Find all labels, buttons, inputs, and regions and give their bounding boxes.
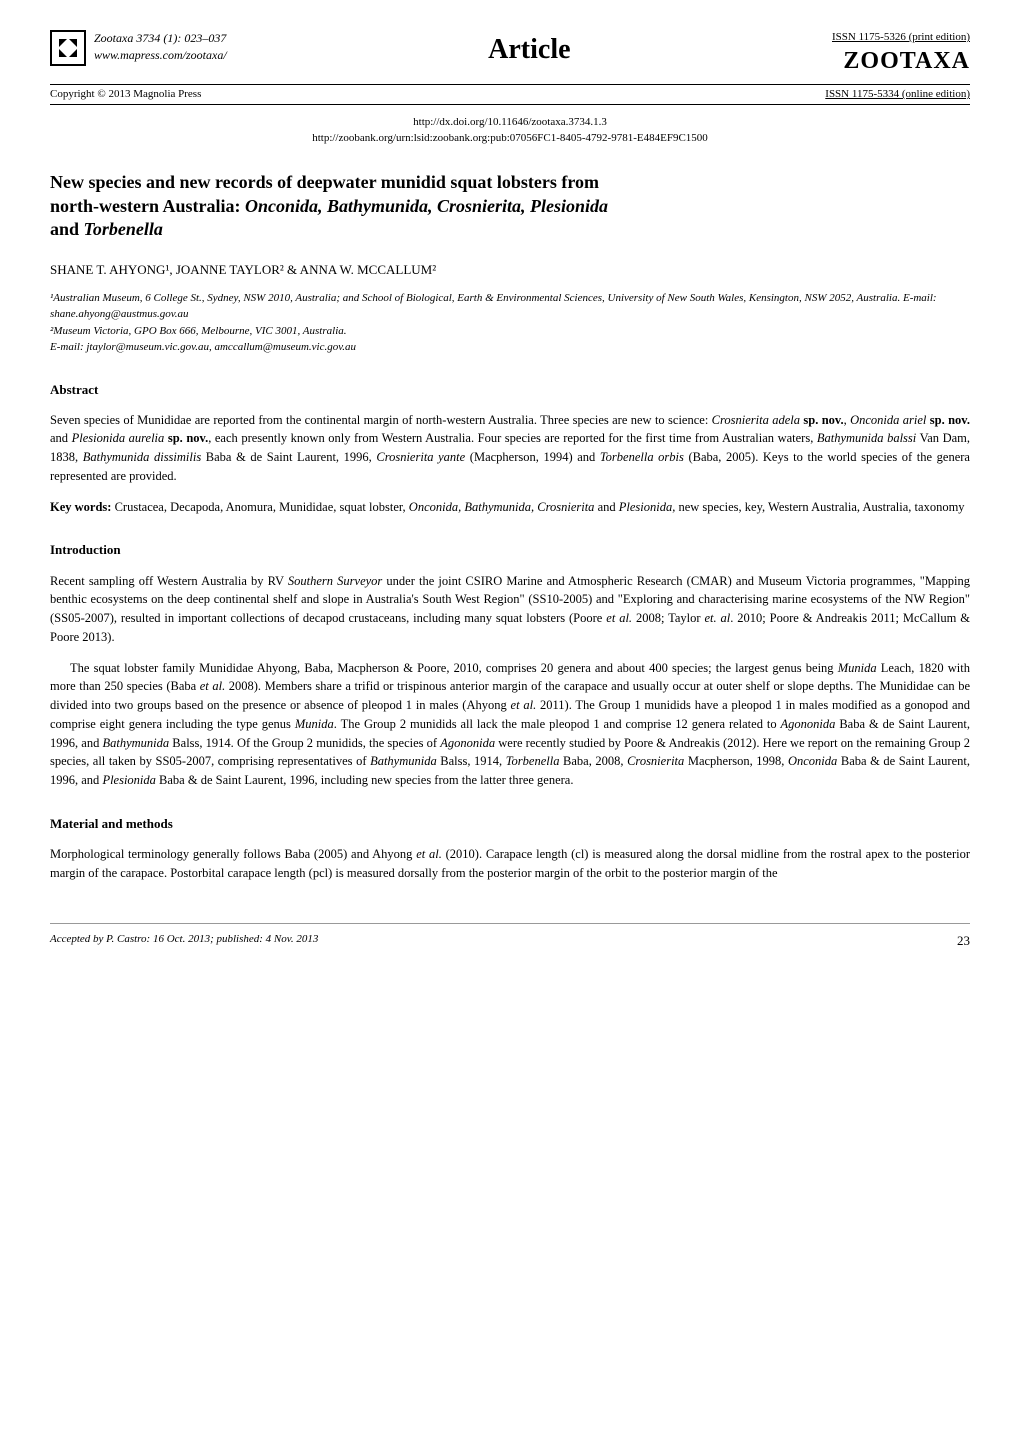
affiliation-1: ¹Australian Museum, 6 College St., Sydne…	[50, 290, 970, 323]
methods-heading: Material and methods	[50, 815, 970, 833]
affiliations: ¹Australian Museum, 6 College St., Sydne…	[50, 290, 970, 356]
introduction-p1: Recent sampling off Western Australia by…	[50, 572, 970, 647]
keywords-label: Key words:	[50, 500, 111, 514]
affiliation-2: ²Museum Victoria, GPO Box 666, Melbourne…	[50, 323, 970, 340]
header-right: ISSN 1175-5326 (print edition) ZOOTAXA	[832, 30, 970, 79]
accepted-text: Accepted by P. Castro: 16 Oct. 2013; pub…	[50, 932, 318, 950]
copyright-row: Copyright © 2013 Magnolia Press ISSN 117…	[50, 84, 970, 105]
journal-ref: Zootaxa 3734 (1): 023–037	[94, 30, 227, 47]
introduction-p2: The squat lobster family Munididae Ahyon…	[50, 659, 970, 790]
header-left: Zootaxa 3734 (1): 023–037 www.mapress.co…	[50, 30, 227, 66]
journal-info: Zootaxa 3734 (1): 023–037 www.mapress.co…	[94, 30, 227, 64]
article-label: Article	[488, 30, 570, 69]
page-footer: Accepted by P. Castro: 16 Oct. 2013; pub…	[50, 923, 970, 950]
copyright-text: Copyright © 2013 Magnolia Press	[50, 87, 201, 102]
title-line1: New species and new records of deepwater…	[50, 172, 599, 192]
zootaxa-icon	[50, 30, 86, 66]
journal-url: www.mapress.com/zootaxa/	[94, 47, 227, 64]
methods-p1: Morphological terminology generally foll…	[50, 845, 970, 883]
paper-title: New species and new records of deepwater…	[50, 171, 970, 241]
zoobank-url: http://zoobank.org/urn:lsid:zoobank.org:…	[50, 131, 970, 146]
authors: SHANE T. AHYONG¹, JOANNE TAYLOR² & ANNA …	[50, 261, 970, 279]
page-header: Zootaxa 3734 (1): 023–037 www.mapress.co…	[50, 30, 970, 79]
title-line3-italic: Torbenella	[84, 219, 163, 239]
zootaxa-logo: ZOOTAXA	[832, 45, 970, 79]
title-line2-prefix: north-western Australia:	[50, 196, 245, 216]
doi-links: http://dx.doi.org/10.11646/zootaxa.3734.…	[50, 115, 970, 146]
abstract-heading: Abstract	[50, 381, 970, 399]
title-line2-italic: Onconida, Bathymunida, Crosnierita, Ples…	[245, 196, 608, 216]
title-line3-prefix: and	[50, 219, 84, 239]
introduction-heading: Introduction	[50, 541, 970, 559]
doi-url: http://dx.doi.org/10.11646/zootaxa.3734.…	[50, 115, 970, 130]
page-number: 23	[957, 932, 970, 950]
issn-print: ISSN 1175-5326 (print edition)	[832, 30, 970, 45]
abstract-paragraph: Seven species of Munididae are reported …	[50, 411, 970, 486]
issn-online: ISSN 1175-5334 (online edition)	[825, 87, 970, 102]
affiliation-2-email: E-mail: jtaylor@museum.vic.gov.au, amcca…	[50, 339, 970, 356]
keywords: Key words: Crustacea, Decapoda, Anomura,…	[50, 498, 970, 517]
